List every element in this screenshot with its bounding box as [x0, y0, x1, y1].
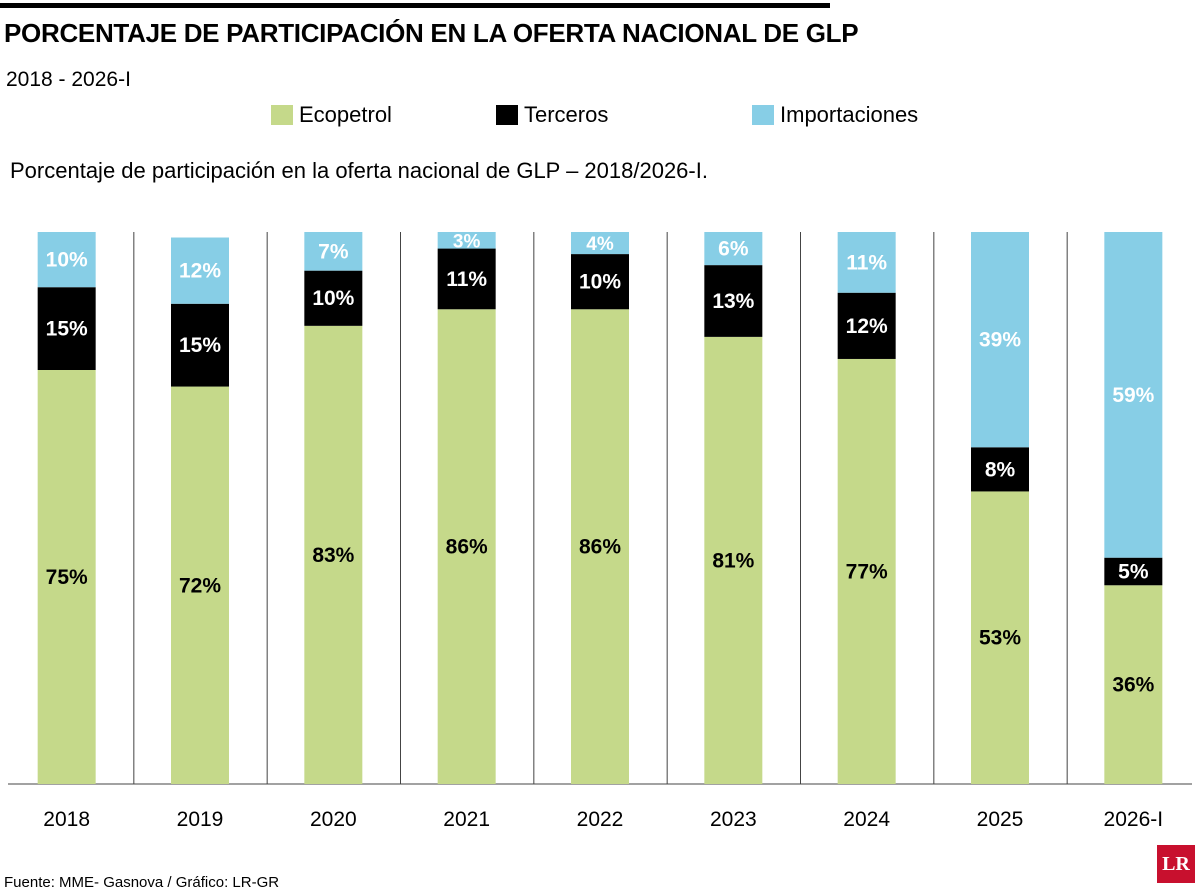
data-label-importaciones-2023: 6% [718, 238, 749, 261]
legend-label-ecopetrol: Ecopetrol [299, 102, 392, 127]
data-label-terceros-2020: 10% [312, 287, 354, 310]
bar-terceros-2024 [837, 292, 896, 359]
bar-importaciones-2023 [704, 232, 763, 266]
data-label-ecopetrol-2020: 83% [312, 544, 354, 567]
bar-ecopetrol-2018 [37, 370, 96, 784]
x-tick-label-2025: 2025 [977, 808, 1024, 831]
bar-ecopetrol-2024 [837, 358, 896, 784]
data-label-terceros-2025: 8% [985, 458, 1016, 481]
data-label-importaciones-2024: 11% [846, 251, 887, 274]
data-label-ecopetrol-2018: 75% [46, 566, 88, 589]
data-label-terceros-2022: 10% [579, 271, 621, 294]
bar-importaciones-2026-I [1104, 232, 1163, 558]
bar-importaciones-2024 [837, 232, 896, 293]
bar-terceros-2026-I [1104, 557, 1163, 586]
bar-ecopetrol-2022 [571, 309, 629, 784]
bar-ecopetrol-2023 [704, 336, 763, 784]
data-label-terceros-2018: 15% [46, 318, 88, 341]
bar-terceros-2021 [437, 248, 496, 310]
source-note: Fuente: MME- Gasnova / Gráfico: LR-GR [4, 874, 280, 891]
bar-importaciones-2025 [971, 232, 1029, 448]
legend-swatch-importaciones [752, 105, 774, 125]
x-tick-label-2026-I: 2026-I [1104, 808, 1164, 831]
legend-item-terceros: Terceros [496, 102, 608, 128]
data-label-importaciones-2022: 4% [586, 234, 614, 255]
data-label-importaciones-2018: 10% [46, 249, 88, 272]
chart-subtitle: 2018 - 2026-I [6, 68, 131, 91]
data-label-terceros-2023: 13% [712, 290, 754, 313]
x-tick-label-2023: 2023 [710, 808, 757, 831]
chart-description: Porcentaje de participación en la oferta… [10, 158, 708, 183]
legend-item-importaciones: Importaciones [752, 102, 918, 128]
bar-ecopetrol-2025 [971, 491, 1029, 784]
bar-terceros-2025 [971, 447, 1029, 492]
data-label-importaciones-2021: 3% [453, 231, 481, 252]
data-label-ecopetrol-2022: 86% [579, 536, 621, 559]
bar-terceros-2023 [704, 265, 763, 337]
data-label-ecopetrol-2021: 86% [446, 536, 488, 559]
data-label-terceros-2019: 15% [179, 334, 221, 357]
legend-label-terceros: Terceros [524, 102, 609, 127]
bar-importaciones-2018 [37, 232, 96, 288]
legend-label-importaciones: Importaciones [780, 102, 919, 127]
x-tick-label-2021: 2021 [443, 808, 490, 831]
bar-terceros-2020 [304, 270, 363, 326]
legend-swatch-ecopetrol [271, 105, 293, 125]
bar-importaciones-2022 [571, 232, 629, 255]
data-label-ecopetrol-2019: 72% [179, 574, 221, 597]
x-tick-label-2020: 2020 [310, 808, 357, 831]
data-label-ecopetrol-2023: 81% [712, 549, 754, 572]
top-rule [0, 3, 830, 8]
data-label-importaciones-2019: 12% [179, 260, 221, 283]
bar-ecopetrol-2021 [437, 309, 496, 784]
bar-importaciones-2020 [304, 232, 363, 271]
bar-terceros-2018 [37, 287, 96, 370]
data-label-terceros-2026-I: 5% [1118, 560, 1149, 583]
x-tick-label-2024: 2024 [843, 808, 890, 831]
x-tick-label-2022: 2022 [577, 808, 624, 831]
data-label-terceros-2024: 12% [846, 315, 888, 338]
x-tick-label-2018: 2018 [43, 808, 90, 831]
bar-ecopetrol-2026-I [1104, 585, 1163, 784]
legend: Ecopetrol Terceros Importaciones [0, 102, 1200, 132]
data-label-ecopetrol-2026-I: 36% [1112, 674, 1154, 697]
bar-ecopetrol-2020 [304, 325, 363, 784]
data-label-ecopetrol-2024: 77% [846, 560, 888, 583]
data-label-importaciones-2026-I: 59% [1112, 384, 1154, 407]
bar-terceros-2019 [171, 303, 229, 387]
data-label-importaciones-2025: 39% [979, 329, 1021, 352]
bar-importaciones-2021 [437, 232, 496, 249]
lr-logo: LR [1157, 845, 1195, 883]
data-label-ecopetrol-2025: 53% [979, 627, 1021, 650]
legend-swatch-terceros [496, 105, 518, 125]
data-label-importaciones-2020: 7% [318, 240, 349, 263]
data-label-terceros-2021: 11% [446, 268, 487, 291]
bar-terceros-2022 [571, 254, 629, 310]
legend-item-ecopetrol: Ecopetrol [271, 102, 392, 128]
x-tick-label-2019: 2019 [177, 808, 224, 831]
bar-ecopetrol-2019 [171, 386, 229, 784]
chart-title: PORCENTAJE DE PARTICIPACIÓN EN LA OFERTA… [4, 18, 859, 48]
bar-importaciones-2019 [171, 237, 229, 304]
